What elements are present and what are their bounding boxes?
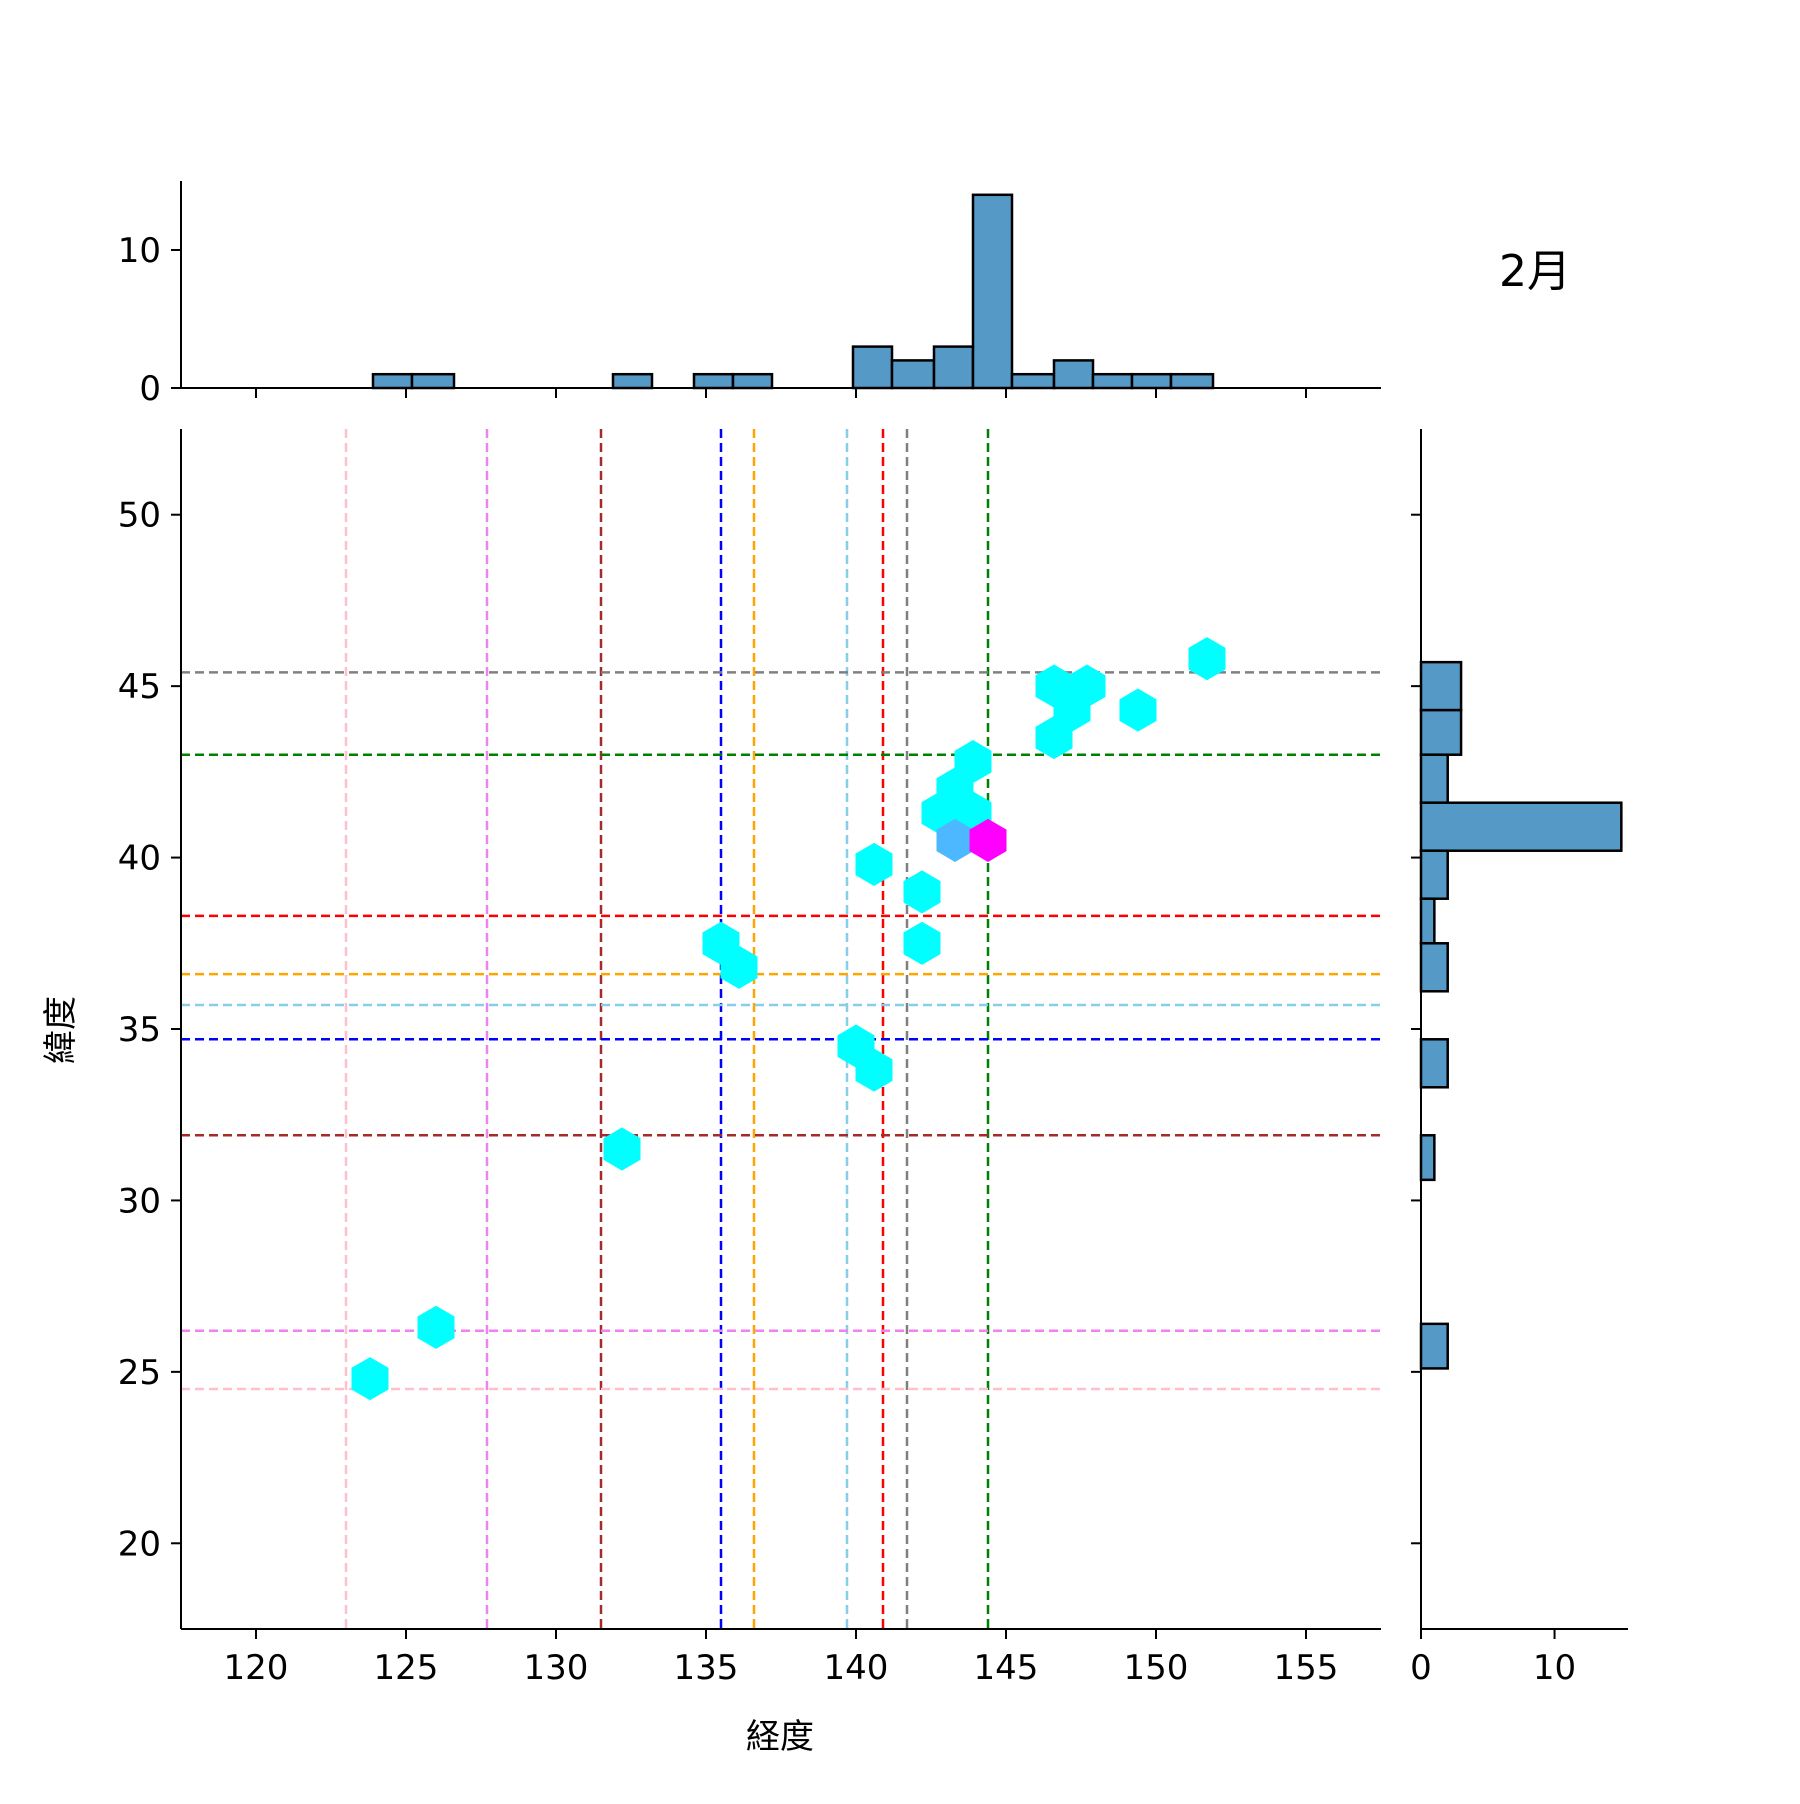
right-x-tick-label: 10 [1533, 1648, 1576, 1688]
top-hist-bar [971, 193, 1014, 390]
y-tick-label: 25 [118, 1353, 161, 1393]
hexbin-cell [1035, 716, 1073, 760]
hexbin-cell [903, 921, 941, 965]
x-tick-label: 140 [824, 1648, 889, 1688]
top-hist-bar [1091, 372, 1134, 390]
hexbin-cell [1188, 637, 1226, 681]
hexbin-cell [903, 870, 941, 914]
right-hist-bar [1419, 801, 1623, 852]
hexbin-cell [855, 1048, 893, 1092]
x-tick-label: 120 [224, 1648, 289, 1688]
top-hist-bar [611, 372, 654, 390]
hexbin-cell [1119, 688, 1157, 732]
x-tick-label: 150 [1124, 1648, 1189, 1688]
hexbin-cell [351, 1357, 389, 1401]
top-hist-bar [731, 372, 774, 390]
main-plot: 120 125 130 135 140 145 150 155 20 25 30 35 40 45 50 [118, 429, 1381, 1688]
right-histogram: 0 10 [1410, 429, 1628, 1688]
right-hist-bar [1419, 849, 1449, 900]
right-hist-bar [1419, 897, 1436, 945]
right-hist-bar [1419, 1038, 1449, 1089]
hexbin-cell [969, 818, 1007, 862]
y-tick-label: 35 [118, 1010, 161, 1050]
y-axis-label: 緯度 [41, 996, 81, 1064]
x-axis-label: 経度 [746, 1717, 814, 1757]
y-tick-label: 20 [118, 1524, 161, 1564]
right-hist-bar [1419, 1134, 1436, 1182]
x-tick-label: 155 [1274, 1648, 1339, 1688]
x-tick-label: 135 [674, 1648, 739, 1688]
x-tick-label: 145 [974, 1648, 1039, 1688]
hexbin-cell [720, 945, 758, 989]
top-y-tick-label: 0 [139, 369, 161, 409]
right-hist-bar [1419, 660, 1463, 712]
y-tick-label: 45 [118, 667, 161, 707]
hexbin-cell [855, 842, 893, 886]
top-hist-bar [371, 372, 414, 390]
top-hist-bar [1169, 372, 1215, 390]
top-hist-bar [692, 372, 735, 390]
top-hist-bar [1010, 372, 1056, 390]
right-hist-bar [1419, 708, 1463, 756]
x-tick-label: 130 [524, 1648, 589, 1688]
top-hist-bar [1052, 359, 1095, 390]
right-hist-bar [1419, 1322, 1449, 1370]
y-tick-label: 50 [118, 496, 161, 536]
y-tick-label: 30 [118, 1181, 161, 1221]
right-x-tick-label: 0 [1410, 1648, 1432, 1688]
right-hist-bar [1419, 942, 1449, 993]
top-histogram: 0 10 [118, 181, 1381, 409]
figure-title: 2月 [1499, 246, 1571, 297]
top-hist-bar [932, 345, 975, 390]
top-hist-bar [410, 372, 456, 390]
y-tick-label: 40 [118, 839, 161, 879]
top-y-tick-label: 10 [118, 231, 161, 271]
hexbin-cell [603, 1127, 641, 1171]
top-hist-bar [851, 345, 894, 390]
right-hist-bar [1419, 753, 1449, 804]
hexbin-cell [417, 1305, 455, 1349]
x-tick-label: 125 [374, 1648, 439, 1688]
top-hist-bar [890, 359, 936, 390]
top-hist-bar [1130, 372, 1173, 390]
